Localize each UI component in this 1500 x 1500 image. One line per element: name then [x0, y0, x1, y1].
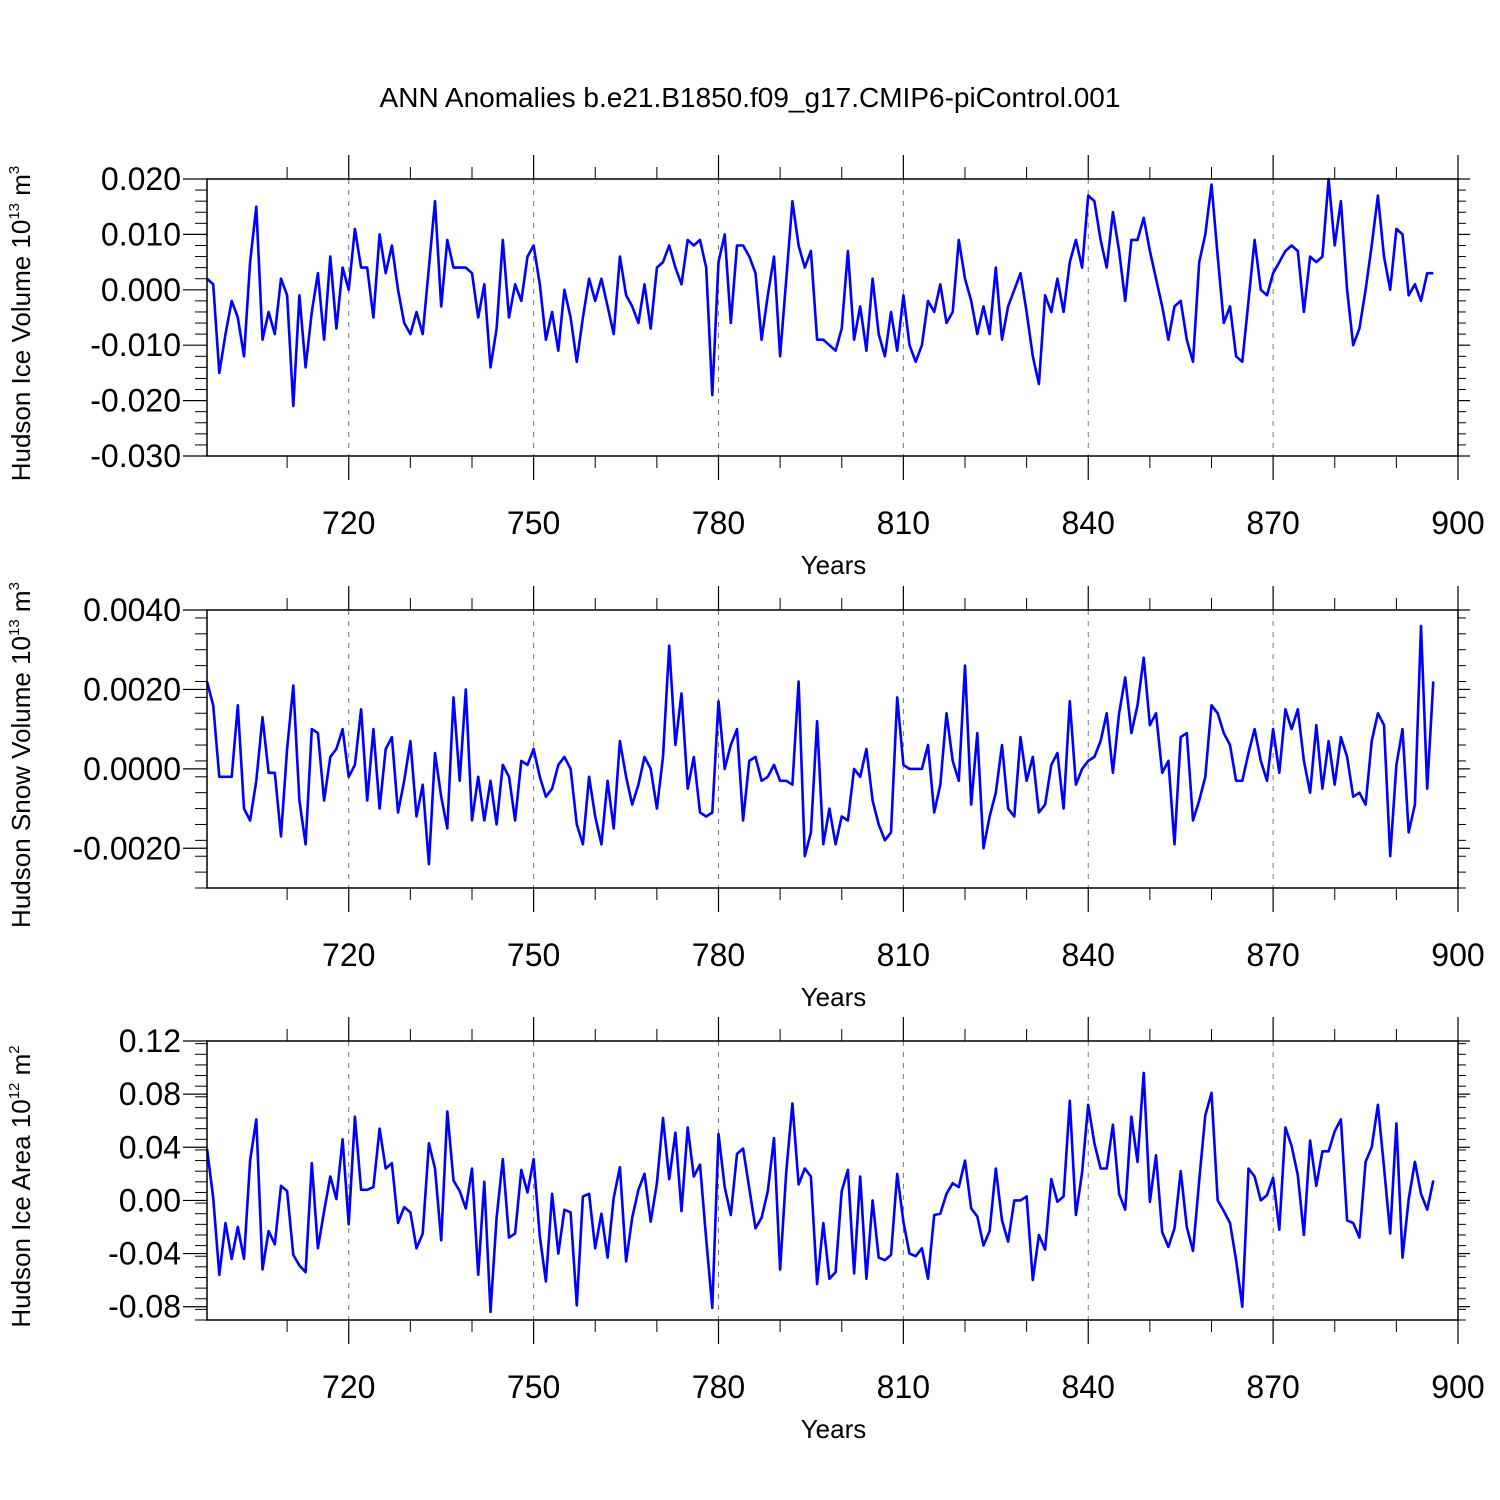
x-tick-label: 810 — [877, 1369, 930, 1405]
ice-volume-grid — [348, 179, 1274, 456]
snow-volume-major-ticks — [183, 586, 1470, 912]
x-tick-label: 870 — [1246, 937, 1299, 973]
y-tick-label: -0.0020 — [72, 830, 181, 866]
x-tick-label: 900 — [1431, 505, 1484, 541]
x-tick-label: 720 — [322, 505, 375, 541]
ice-volume-major-ticks — [183, 155, 1470, 480]
x-tick-label: 780 — [692, 1369, 745, 1405]
y-tick-label: -0.030 — [90, 438, 181, 474]
y-tick-label: 0.0020 — [83, 671, 181, 707]
y-tick-label: 0.12 — [119, 1023, 181, 1059]
ice-volume-minor-ticks — [195, 167, 1466, 468]
x-tick-label: 840 — [1062, 1369, 1115, 1405]
x-tick-label: 810 — [877, 505, 930, 541]
snow-volume-x-tick-labels: 720 750 780 810 840 870 900 — [322, 937, 1485, 973]
snow-volume-series-line — [205, 624, 1435, 866]
x-tick-label: 840 — [1062, 505, 1115, 541]
ice-area-minor-ticks — [195, 1029, 1466, 1332]
y-tick-label: -0.08 — [108, 1289, 181, 1325]
snow-volume-x-axis-title: Years — [801, 982, 867, 1012]
ice-volume-series-line — [206, 177, 1434, 408]
snow-volume-minor-ticks — [195, 598, 1466, 900]
ice-area-plot-frame — [206, 1040, 1459, 1321]
x-tick-label: 720 — [322, 1369, 375, 1405]
x-tick-label: 780 — [692, 505, 745, 541]
ice-area-x-tick-labels: 720 750 780 810 840 870 900 — [322, 1369, 1485, 1405]
ice-area-x-axis-title: Years — [801, 1414, 867, 1444]
snow-volume-grid — [348, 610, 1274, 888]
y-tick-label: -0.010 — [90, 327, 181, 363]
ice-volume-panel: 0.020 0.010 0.000 -0.010 -0.020 -0.030 7… — [6, 155, 1485, 580]
y-tick-label: 0.020 — [101, 161, 181, 197]
x-tick-label: 900 — [1431, 937, 1484, 973]
y-tick-label: 0.0000 — [83, 751, 181, 787]
ice-area-grid — [348, 1041, 1274, 1320]
ice-volume-x-axis-title: Years — [801, 550, 867, 580]
snow-volume-plot-frame — [206, 609, 1459, 889]
y-tick-label: -0.04 — [108, 1236, 181, 1272]
ice-area-panel: 0.12 0.08 0.04 0.00 -0.04 -0.08 720 750 … — [6, 1017, 1485, 1444]
ice-area-y-axis-title: Hudson Ice Area 1012 m2 — [6, 1045, 36, 1327]
x-tick-label: 840 — [1062, 937, 1115, 973]
page-title: ANN Anomalies b.e21.B1850.f09_g17.CMIP6-… — [379, 82, 1121, 113]
x-tick-label: 780 — [692, 937, 745, 973]
snow-volume-y-tick-labels: 0.0040 0.0020 0.0000 -0.0020 — [72, 592, 181, 866]
y-tick-label: 0.08 — [119, 1076, 181, 1112]
snow-volume-panel: 0.0040 0.0020 0.0000 -0.0020 720 750 780… — [6, 582, 1485, 1012]
ice-volume-plot-frame — [206, 178, 1459, 457]
y-tick-label: 0.010 — [101, 216, 181, 252]
x-tick-label: 900 — [1431, 1369, 1484, 1405]
ice-area-major-ticks — [183, 1017, 1470, 1344]
ice-area-series-line — [205, 1071, 1435, 1314]
ice-volume-y-tick-labels: 0.020 0.010 0.000 -0.010 -0.020 -0.030 — [90, 161, 181, 474]
x-tick-label: 720 — [322, 937, 375, 973]
x-tick-label: 750 — [507, 937, 560, 973]
y-tick-label: 0.00 — [119, 1182, 181, 1218]
x-tick-label: 750 — [507, 505, 560, 541]
x-tick-label: 750 — [507, 1369, 560, 1405]
y-tick-label: 0.000 — [101, 272, 181, 308]
y-tick-label: 0.0040 — [83, 592, 181, 628]
x-tick-label: 870 — [1246, 505, 1299, 541]
ice-volume-x-tick-labels: 720 750 780 810 840 870 900 — [322, 505, 1485, 541]
y-tick-label: -0.020 — [90, 383, 181, 419]
snow-volume-y-axis-title: Hudson Snow Volume 1013 m3 — [6, 582, 36, 928]
ice-area-y-tick-labels: 0.12 0.08 0.04 0.00 -0.04 -0.08 — [108, 1023, 181, 1325]
x-tick-label: 810 — [877, 937, 930, 973]
ice-volume-y-axis-title: Hudson Ice Volume 1013 m3 — [6, 166, 36, 482]
x-tick-label: 870 — [1246, 1369, 1299, 1405]
y-tick-label: 0.04 — [119, 1129, 181, 1165]
